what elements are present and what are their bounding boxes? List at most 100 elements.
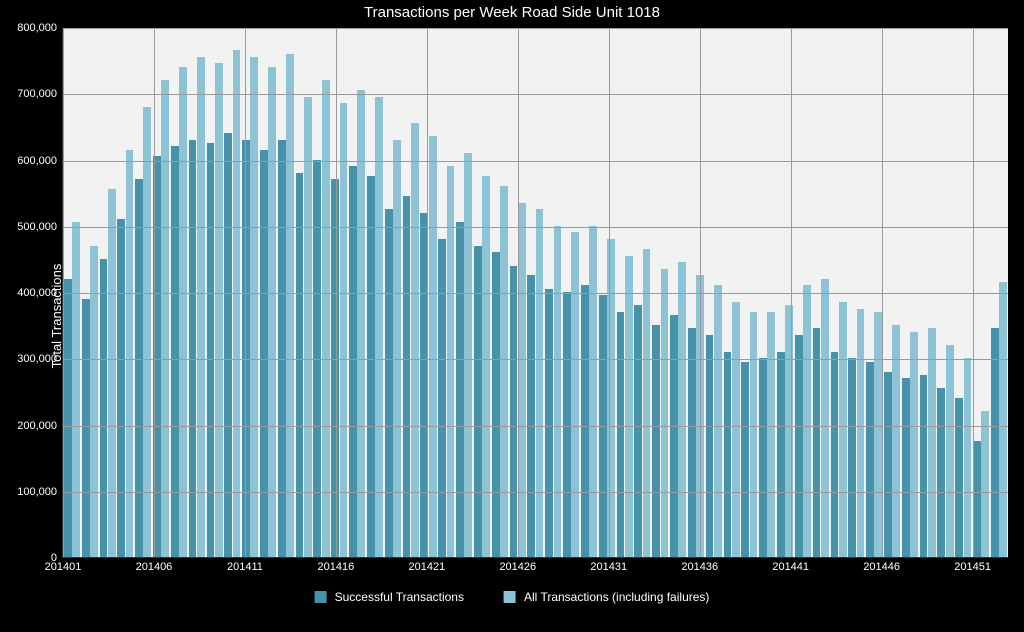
bar	[518, 203, 526, 557]
grid-line-h	[63, 426, 1008, 427]
bar-group	[794, 27, 812, 557]
legend-swatch	[315, 591, 327, 603]
bar	[367, 176, 375, 557]
bar	[375, 97, 383, 557]
bar	[999, 282, 1007, 557]
bar	[643, 249, 651, 557]
bar	[670, 315, 678, 557]
legend-item: All Transactions (including failures)	[504, 590, 709, 604]
bar	[732, 302, 740, 557]
bar	[197, 57, 205, 557]
grid-line-v	[882, 28, 883, 557]
bar-group	[705, 27, 723, 557]
bar-group	[580, 27, 598, 557]
bar-group	[259, 27, 277, 557]
x-tick-label: 201451	[954, 557, 991, 573]
x-tick-label: 201411	[227, 557, 263, 573]
bar	[688, 328, 696, 557]
bar	[100, 259, 108, 557]
y-tick-label: 700,000	[17, 88, 63, 100]
bar-group	[206, 27, 224, 557]
grid-line-v	[63, 28, 64, 557]
bar	[571, 232, 579, 557]
y-tick-label: 100,000	[17, 486, 63, 498]
bar	[678, 262, 686, 557]
bar	[777, 352, 785, 557]
bar-group	[437, 27, 455, 557]
grid-line-h	[63, 28, 1008, 29]
bar	[385, 209, 393, 557]
grid-line-h	[63, 492, 1008, 493]
bar-group	[384, 27, 402, 557]
bar	[759, 358, 767, 557]
bar	[403, 196, 411, 557]
bar	[750, 312, 758, 557]
grid-line-v	[609, 28, 610, 557]
bar	[171, 146, 179, 557]
bar	[617, 312, 625, 557]
grid-line-v	[336, 28, 337, 557]
x-tick-label: 201446	[863, 557, 900, 573]
bar	[767, 312, 775, 557]
bar-group	[990, 27, 1008, 557]
bar	[447, 166, 455, 557]
bar-group	[919, 27, 937, 557]
bar	[581, 285, 589, 557]
grid-line-h	[63, 293, 1008, 294]
bar	[242, 140, 250, 557]
y-tick-label: 600,000	[17, 155, 63, 167]
chart-container: Transactions per Week Road Side Unit 101…	[0, 0, 1024, 632]
bar-group	[81, 27, 99, 557]
bar	[340, 103, 348, 557]
grid-line-v	[518, 28, 519, 557]
bar	[117, 219, 125, 557]
bar-group	[901, 27, 919, 557]
grid-line-h	[63, 359, 1008, 360]
bar	[937, 388, 945, 557]
bar-group	[937, 27, 955, 557]
bar	[161, 80, 169, 557]
bar	[821, 279, 829, 557]
plot-area: 0100,000200,000300,000400,000500,000600,…	[62, 28, 1008, 558]
bar	[946, 345, 954, 557]
bar-group	[223, 27, 241, 557]
bar	[500, 186, 508, 557]
bar-group	[687, 27, 705, 557]
bar	[313, 160, 321, 558]
bar	[839, 302, 847, 557]
bar-group	[740, 27, 758, 557]
grid-line-h	[63, 94, 1008, 95]
bars-layer	[63, 27, 1008, 557]
bar	[714, 285, 722, 557]
bar	[143, 107, 151, 558]
bar-group	[330, 27, 348, 557]
x-tick-label: 201406	[136, 557, 173, 573]
x-tick-label: 201436	[681, 557, 718, 573]
bar	[64, 279, 72, 557]
x-tick-label: 201416	[318, 557, 355, 573]
bar	[813, 328, 821, 557]
bar-group	[544, 27, 562, 557]
bar-group	[402, 27, 420, 557]
legend-label: All Transactions (including failures)	[524, 590, 709, 604]
bar	[482, 176, 490, 557]
bar	[981, 411, 989, 557]
grid-line-v	[791, 28, 792, 557]
x-tick-label: 201401	[45, 557, 82, 573]
legend-item: Successful Transactions	[315, 590, 464, 604]
bar	[928, 328, 936, 557]
bar-group	[366, 27, 384, 557]
bar	[706, 335, 714, 557]
bar-group	[99, 27, 117, 557]
bar-group	[491, 27, 509, 557]
bar-group	[865, 27, 883, 557]
bar-group	[134, 27, 152, 557]
bar	[973, 441, 981, 557]
bar	[438, 239, 446, 557]
bar-group	[116, 27, 134, 557]
legend-label: Successful Transactions	[335, 590, 464, 604]
y-tick-label: 200,000	[17, 420, 63, 432]
bar	[278, 140, 286, 557]
y-tick-label: 500,000	[17, 221, 63, 233]
bar-group	[527, 27, 545, 557]
